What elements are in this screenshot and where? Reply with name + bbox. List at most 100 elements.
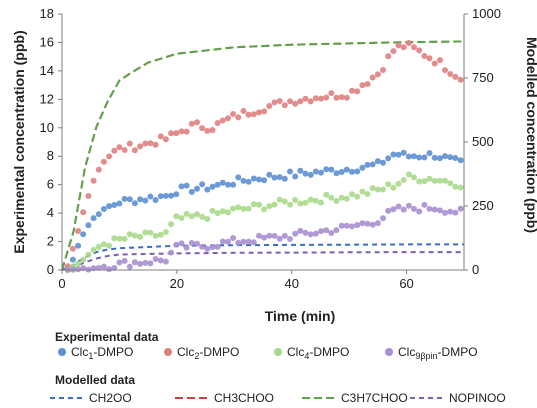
- y2-tick-label: 1000: [472, 6, 501, 21]
- data-point: [395, 42, 402, 49]
- data-point: [436, 207, 443, 214]
- data-point: [152, 256, 159, 262]
- data-point: [85, 193, 92, 199]
- data-point: [287, 236, 293, 242]
- data-point: [405, 40, 412, 46]
- data-point: [297, 227, 304, 234]
- data-point: [287, 201, 293, 208]
- data-point: [405, 153, 412, 160]
- plot-points: [64, 40, 464, 273]
- data-point: [178, 215, 185, 221]
- data-point: [411, 205, 417, 212]
- data-point: [95, 211, 102, 218]
- data-point: [261, 206, 268, 213]
- data-point: [431, 154, 438, 161]
- data-point: [256, 109, 262, 116]
- data-point: [395, 203, 402, 210]
- data-point: [188, 240, 195, 246]
- data-point: [245, 111, 252, 118]
- data-point: [126, 231, 133, 238]
- data-point: [225, 209, 231, 216]
- data-point: [116, 259, 123, 266]
- data-point: [333, 170, 340, 177]
- data-point: [349, 168, 355, 175]
- data-point: [338, 94, 345, 101]
- series-line-ch2oo: [61, 243, 464, 271]
- y2-tick-label: 250: [472, 198, 494, 213]
- data-point: [442, 209, 448, 216]
- data-point: [374, 71, 381, 78]
- data-point: [106, 203, 113, 210]
- data-point: [276, 98, 283, 104]
- data-point: [266, 203, 273, 210]
- data-point: [183, 210, 190, 217]
- data-point: [333, 227, 340, 234]
- series-points-2: [64, 40, 464, 270]
- data-point: [152, 232, 159, 239]
- data-point: [400, 206, 407, 213]
- data-point: [328, 230, 335, 236]
- data-point: [318, 228, 324, 235]
- series-points-3: [64, 171, 464, 273]
- y-tick-label: 14: [40, 63, 54, 78]
- data-point: [333, 198, 340, 204]
- series-points-1: [64, 149, 464, 273]
- data-point: [240, 238, 247, 245]
- data-point: [90, 215, 97, 222]
- data-point: [271, 201, 278, 208]
- data-point: [162, 229, 169, 235]
- y2-axis-title: Modelled concentration (ppb): [524, 37, 537, 233]
- data-point: [219, 238, 226, 245]
- data-point: [111, 147, 118, 154]
- data-point: [442, 153, 448, 160]
- legend-modelled-items: CH2OO CH3CHOO C3H7CHOO NOPINOO: [50, 391, 506, 405]
- data-point: [69, 256, 76, 263]
- data-point: [111, 202, 118, 208]
- data-point: [266, 232, 273, 239]
- data-point: [426, 205, 433, 212]
- data-point: [318, 169, 324, 176]
- legend-label: NOPINOO: [449, 391, 506, 405]
- data-point: [100, 206, 107, 212]
- data-point: [338, 222, 345, 229]
- data-point: [116, 144, 123, 151]
- data-point: [100, 158, 107, 165]
- data-point: [271, 174, 278, 181]
- data-point: [147, 229, 154, 236]
- y2-tick-label: 500: [472, 134, 494, 149]
- data-point: [80, 209, 87, 216]
- data-point: [297, 98, 304, 105]
- data-point: [209, 127, 216, 133]
- data-point: [390, 206, 397, 213]
- data-point: [266, 171, 273, 178]
- data-point: [235, 204, 242, 211]
- data-point: [131, 147, 138, 154]
- legend: Experimental data Modelled data Clc1-DMP…: [50, 330, 506, 405]
- data-point: [219, 179, 226, 186]
- axes: [61, 14, 465, 271]
- data-point: [349, 87, 355, 94]
- data-point: [204, 127, 211, 134]
- data-point: [188, 120, 195, 127]
- data-point: [323, 94, 330, 101]
- data-point: [405, 202, 412, 209]
- data-point: [214, 120, 221, 126]
- data-point: [266, 103, 273, 109]
- data-point: [457, 76, 464, 83]
- data-point: [204, 216, 211, 222]
- data-point: [240, 108, 247, 114]
- data-point: [426, 175, 433, 182]
- data-point: [364, 161, 371, 168]
- data-point: [230, 235, 237, 241]
- data-point: [214, 243, 221, 250]
- data-point: [106, 153, 113, 160]
- data-point: [421, 178, 428, 185]
- data-point: [199, 213, 206, 220]
- data-point: [307, 231, 314, 238]
- data-point: [126, 263, 133, 270]
- x-tick-label: 60: [399, 276, 413, 291]
- data-point: [400, 149, 407, 156]
- data-point: [116, 235, 123, 242]
- data-point: [168, 192, 175, 199]
